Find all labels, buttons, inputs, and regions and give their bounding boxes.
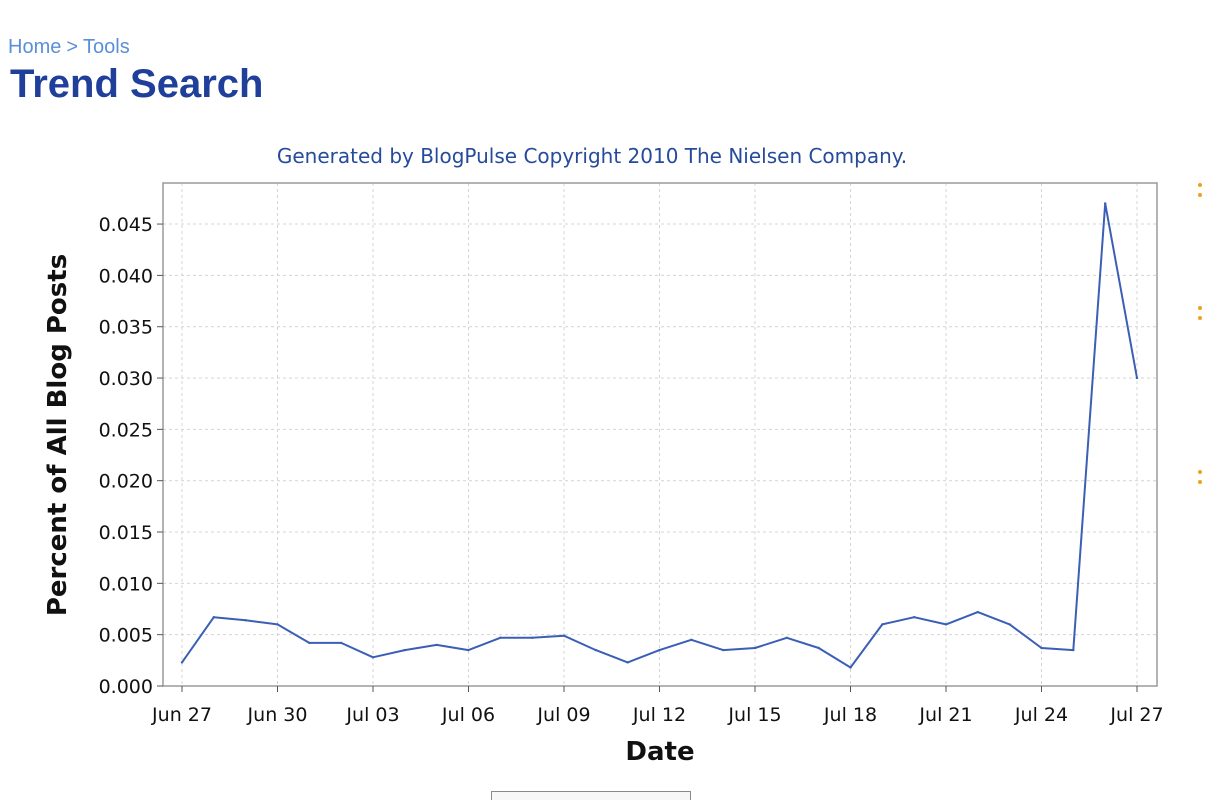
x-tick-label: Jul 15 <box>727 704 781 726</box>
y-tick-label: 0.035 <box>99 317 153 339</box>
data-point <box>562 634 566 637</box>
chart-title: Generated by BlogPulse Copyright 2010 Th… <box>277 144 907 168</box>
data-point <box>944 623 948 626</box>
x-tick-label: Jun 30 <box>247 704 308 726</box>
data-point <box>722 648 725 652</box>
data-point <box>817 646 820 650</box>
data-point <box>913 616 916 619</box>
y-axis-label: Percent of All Blog Posts <box>43 254 73 616</box>
y-tick-label: 0.015 <box>99 522 153 544</box>
data-point <box>785 636 788 639</box>
x-axis: Jun 27 Jun 30 Jul 03 Jul 06 Jul 09 Jul 12 Jul … <box>151 686 1164 726</box>
bottom-button[interactable] <box>491 791 691 800</box>
data-point <box>467 648 470 652</box>
data-point <box>499 636 502 639</box>
y-tick-label: 0.045 <box>99 214 153 236</box>
x-tick-label: Jul 27 <box>1109 704 1163 726</box>
data-point <box>1040 646 1043 650</box>
breadcrumb: Home > Tools <box>8 36 130 59</box>
data-point <box>340 641 343 645</box>
data-point <box>753 646 757 650</box>
data-point <box>1008 623 1011 626</box>
data-point <box>212 616 215 619</box>
x-tick-label: Jul 18 <box>823 704 877 726</box>
data-point <box>308 641 311 645</box>
data-point <box>690 638 693 641</box>
data-point <box>976 610 979 614</box>
data-point <box>403 648 406 652</box>
page-title: Trend Search <box>10 62 264 106</box>
breadcrumb-home-link[interactable]: Home <box>8 36 62 58</box>
data-point <box>371 656 375 659</box>
data-point <box>1072 648 1075 652</box>
y-axis: 0.000 0.005 0.010 0.015 0.020 0.025 0.030 0.035… <box>99 214 163 698</box>
side-panel-marker <box>1198 470 1208 484</box>
side-panel-marker <box>1198 306 1208 320</box>
x-tick-label: Jul 12 <box>632 704 686 726</box>
y-tick-label: 0.000 <box>99 676 153 698</box>
data-point <box>435 643 438 647</box>
y-tick-label: 0.030 <box>99 368 153 390</box>
x-axis-label: Date <box>625 737 694 767</box>
x-tick-label: Jun 27 <box>151 704 212 726</box>
chart-gridlines <box>163 183 1157 687</box>
data-point <box>881 623 884 626</box>
x-tick-label: Jul 21 <box>918 704 972 726</box>
breadcrumb-tools-link[interactable]: Tools <box>83 36 130 58</box>
data-point <box>626 661 629 664</box>
side-panel-marker <box>1198 183 1208 197</box>
y-tick-label: 0.040 <box>99 265 153 287</box>
data-point <box>276 623 279 626</box>
breadcrumb-separator: > <box>66 36 79 58</box>
data-point <box>594 648 597 652</box>
data-point <box>1135 376 1139 380</box>
x-tick-label: Jul 03 <box>345 704 399 726</box>
data-point <box>531 636 534 639</box>
y-tick-label: 0.005 <box>99 625 153 647</box>
data-point <box>244 619 247 622</box>
data-point <box>849 666 852 669</box>
data-point <box>658 648 661 652</box>
x-tick-label: Jul 24 <box>1014 704 1068 726</box>
data-point <box>180 661 184 664</box>
series-layer <box>180 202 1139 669</box>
y-tick-label: 0.020 <box>99 471 153 493</box>
y-tick-label: 0.010 <box>99 573 153 595</box>
x-tick-label: Jul 09 <box>536 704 590 726</box>
data-point <box>1104 202 1107 205</box>
y-tick-label: 0.025 <box>99 419 153 441</box>
x-tick-label: Jul 06 <box>441 704 495 726</box>
